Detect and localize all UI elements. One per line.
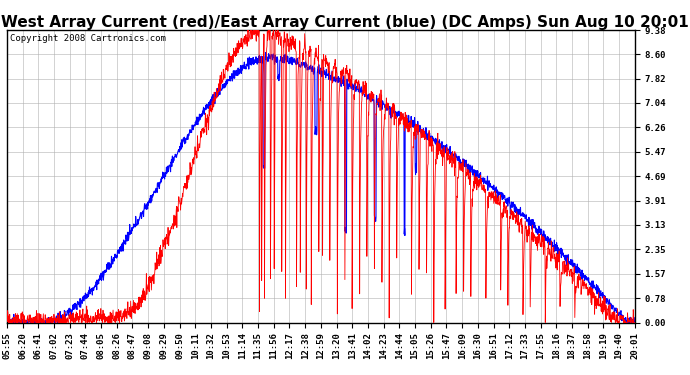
Text: West Array Current (red)/East Array Current (blue) (DC Amps) Sun Aug 10 20:01: West Array Current (red)/East Array Curr… (1, 15, 689, 30)
Text: Copyright 2008 Cartronics.com: Copyright 2008 Cartronics.com (10, 34, 166, 44)
